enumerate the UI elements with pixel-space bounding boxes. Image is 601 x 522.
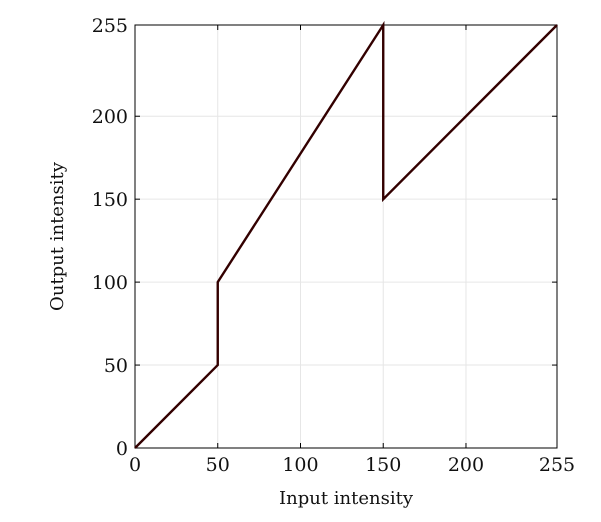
y-tick-label: 150	[92, 189, 128, 211]
x-tick-label: 255	[539, 454, 575, 476]
y-axis-title: Output intensity	[47, 161, 68, 311]
y-tick-label: 50	[104, 355, 128, 377]
x-axis-title: Input intensity	[279, 488, 414, 509]
x-tick-label: 150	[365, 454, 401, 476]
y-tick-label: 200	[92, 106, 128, 128]
transform-curve	[134, 20, 558, 449]
plot-frame	[134, 24, 558, 449]
axis-ticks: 0 50 100 150 200 255 0 50 100 150 200 255	[92, 15, 575, 476]
x-tick-label: 200	[448, 454, 484, 476]
y-tick-label: 255	[92, 15, 128, 37]
x-tick-label: 100	[282, 454, 318, 476]
series-layer	[134, 20, 558, 449]
y-tick-label: 100	[92, 272, 128, 294]
x-tick-label: 0	[129, 454, 141, 476]
x-tick-label: 50	[206, 454, 230, 476]
y-tick-label: 0	[116, 438, 128, 460]
